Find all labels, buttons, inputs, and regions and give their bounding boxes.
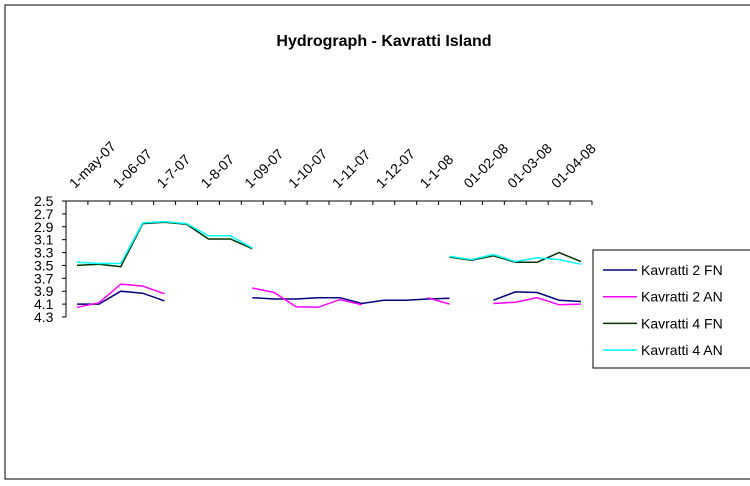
y-tick-label: 3.9 — [34, 283, 54, 299]
y-tick-label: 3.1 — [34, 232, 54, 248]
y-tick-label: 4.3 — [34, 309, 54, 325]
y-tick-label: 3.7 — [34, 270, 54, 286]
legend-label: Kavratti 4 FN — [641, 315, 723, 331]
y-tick-label: 2.7 — [34, 206, 54, 222]
y-tick-label: 2.5 — [34, 193, 54, 209]
y-tick-label: 3.3 — [34, 245, 54, 261]
legend-label: Kavratti 2 AN — [641, 289, 723, 305]
legend-label: Kavratti 2 FN — [641, 262, 723, 278]
chart-title: Hydrograph - Kavratti Island — [276, 33, 491, 50]
legend-label: Kavratti 4 AN — [641, 342, 723, 358]
chart-border — [4, 4, 750, 480]
y-tick-label: 2.9 — [34, 219, 54, 235]
y-tick-label: 4.1 — [34, 296, 54, 312]
series-line — [76, 220, 582, 265]
y-tick-label: 3.5 — [34, 257, 54, 273]
series-line — [76, 283, 582, 309]
